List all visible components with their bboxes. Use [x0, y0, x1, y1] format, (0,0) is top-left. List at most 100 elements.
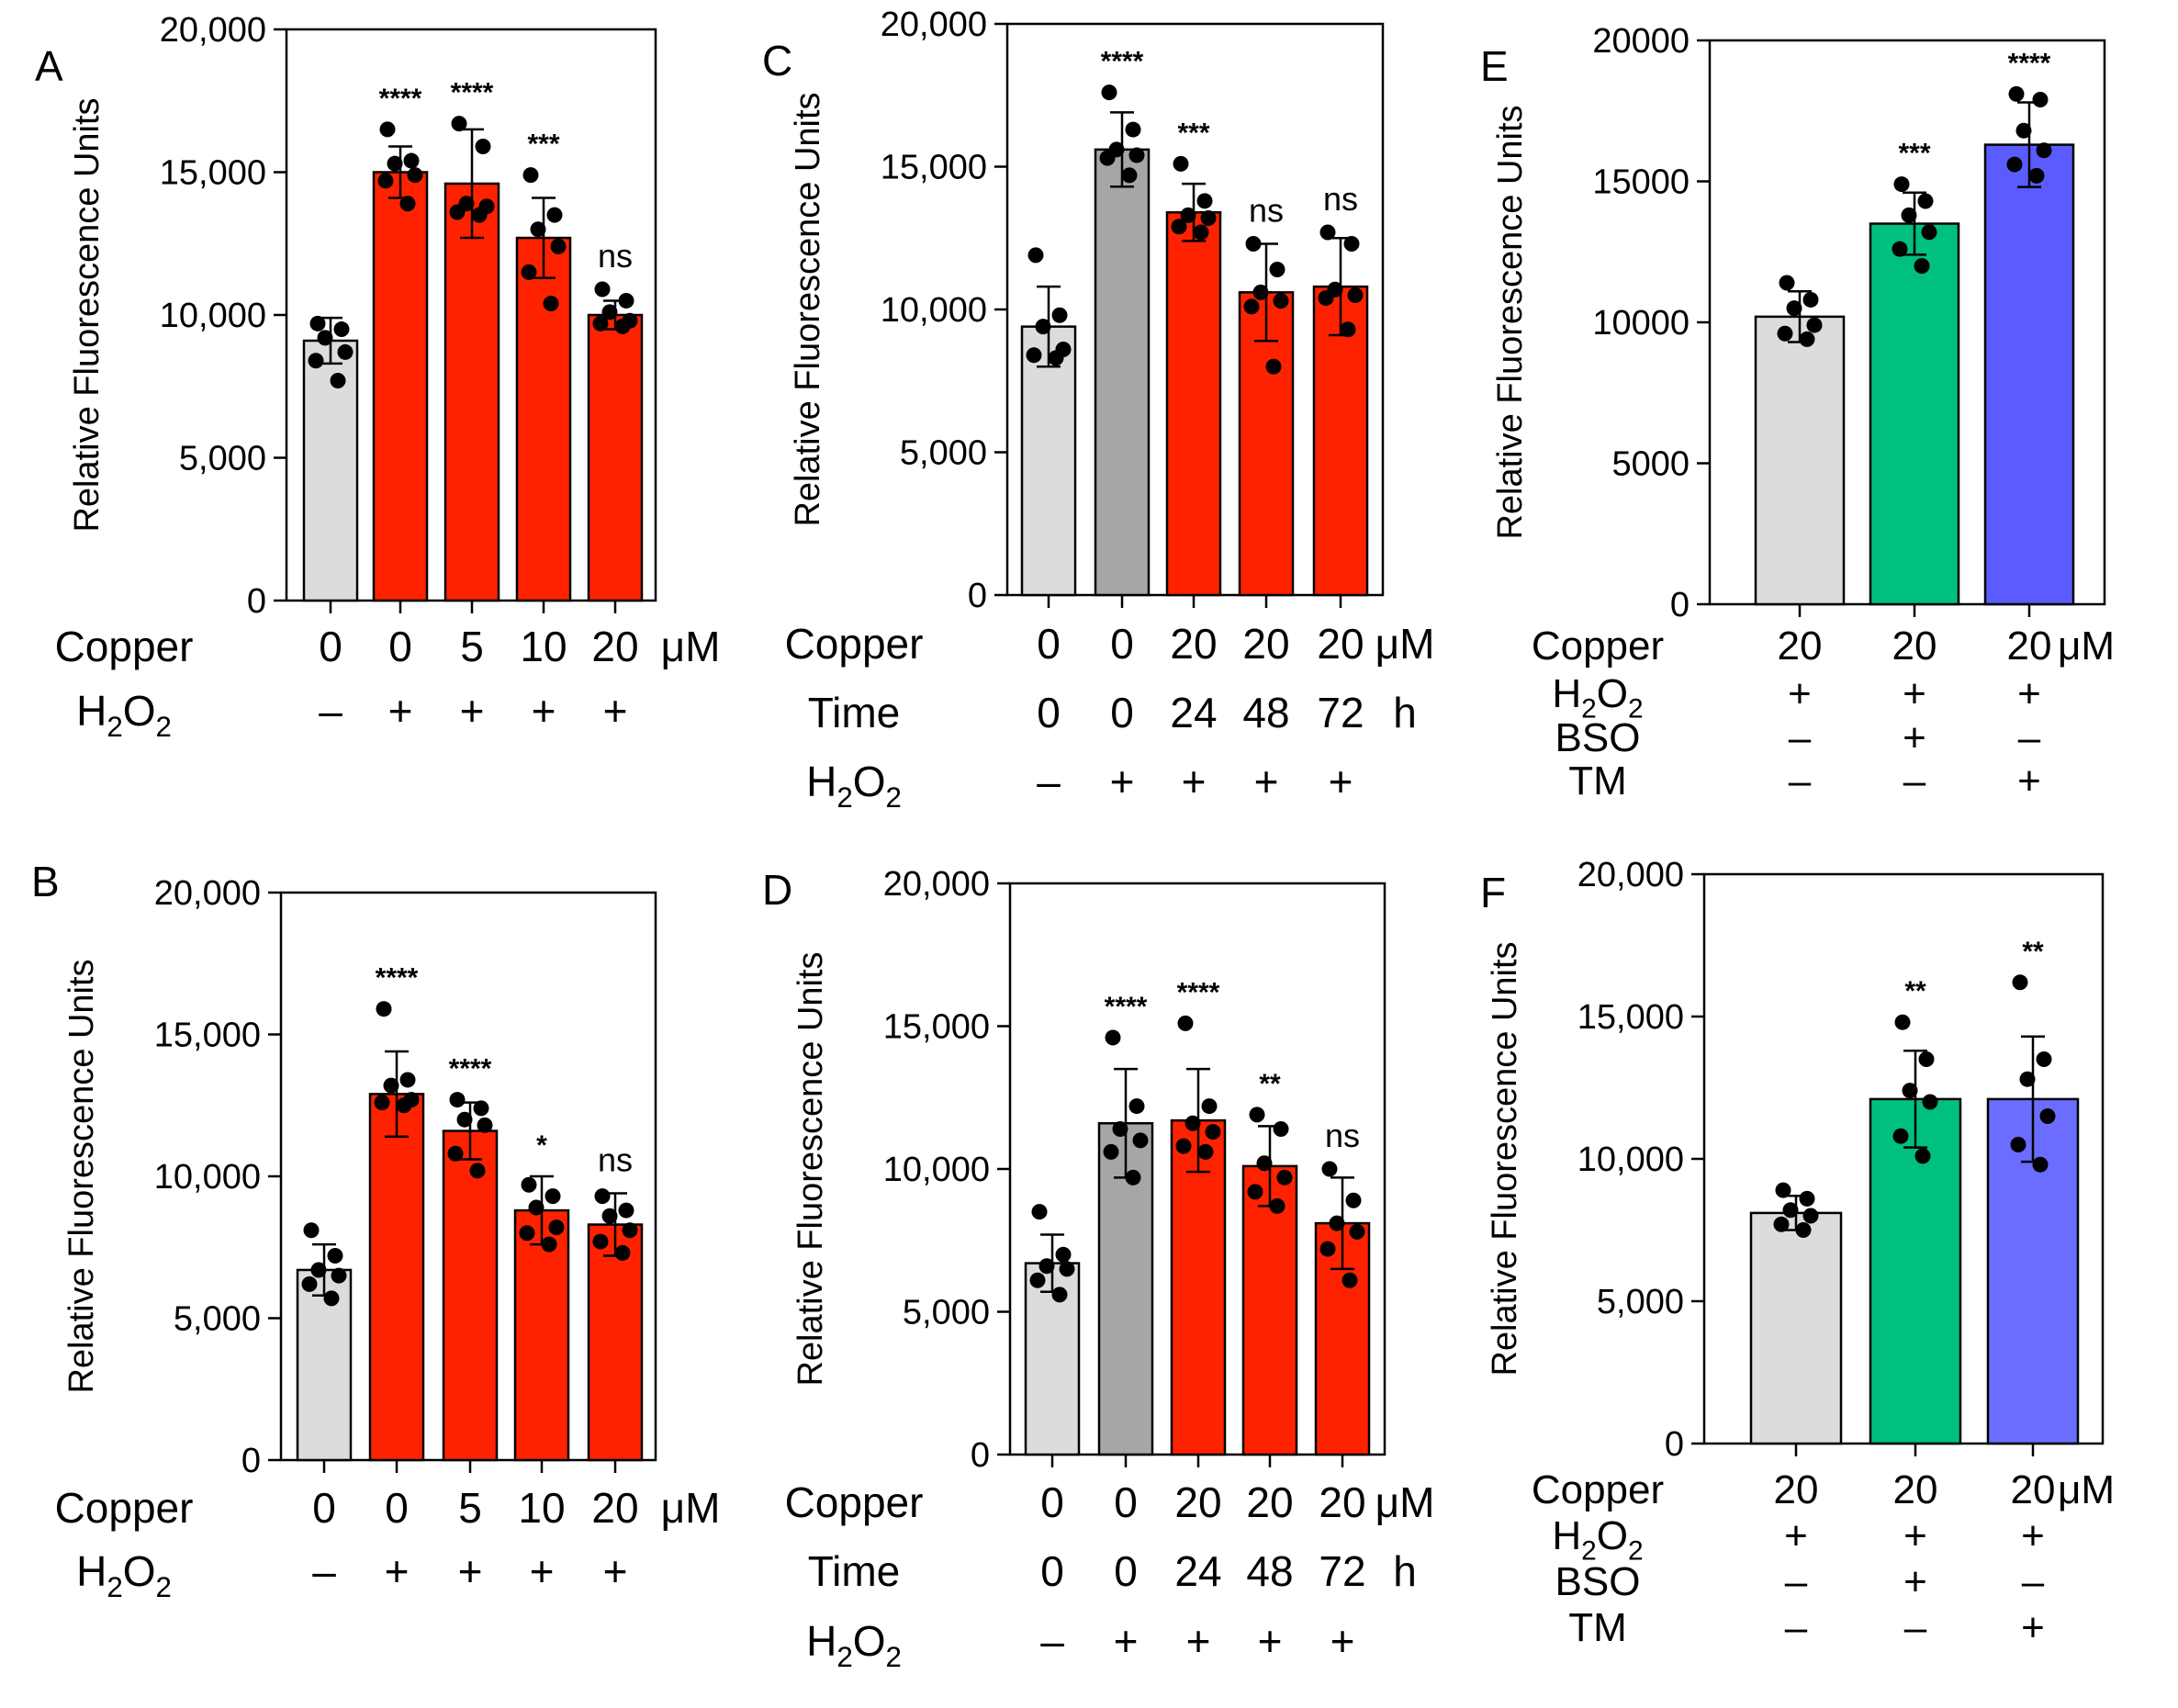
y-tick-label: 15,000: [160, 154, 266, 193]
data-point: [1029, 1272, 1046, 1288]
condition-label-copper: Copper: [785, 620, 924, 668]
data-point: [1342, 1272, 1358, 1288]
condition-value: 24: [1170, 689, 1217, 736]
data-point: [1902, 1083, 1918, 1099]
h2o2-part: O: [123, 687, 156, 735]
condition-value: +: [1186, 1617, 1211, 1665]
y-axis-label: Relative Fluorescence Units: [789, 92, 827, 526]
data-point: [377, 173, 394, 189]
h2o2-part: 2: [107, 1571, 122, 1603]
condition-value: 48: [1246, 1547, 1293, 1595]
data-point: [592, 1233, 609, 1250]
h2o2-part: O: [1597, 1513, 1628, 1558]
data-point: [1252, 284, 1269, 300]
data-point: [374, 1095, 390, 1111]
data-point: [1038, 1258, 1055, 1275]
condition-unit: μM: [661, 1484, 721, 1532]
data-point: [449, 1092, 466, 1108]
condition-unit: μM: [661, 623, 721, 670]
bar-c-2: [1094, 148, 1151, 597]
data-point: [601, 1208, 618, 1224]
condition-value: 20: [1317, 620, 1364, 668]
data-point: [1243, 298, 1260, 315]
data-point: [2028, 167, 2045, 184]
condition-label-copper: Copper: [55, 623, 194, 670]
condition-value: 20: [1893, 1467, 1938, 1512]
bar-b-2: [368, 1093, 425, 1462]
data-point: [2032, 1156, 2049, 1173]
data-point: [1276, 1169, 1293, 1185]
condition-label-tm: TM: [1568, 1605, 1627, 1650]
significance-label: ****: [376, 963, 419, 994]
h2o2-part: 2: [836, 1641, 852, 1673]
significance-label: ****: [2008, 48, 2051, 78]
significance-label: ns: [598, 237, 633, 275]
y-tick-label: 5,000: [903, 1294, 990, 1332]
condition-value: 0: [388, 623, 412, 670]
data-point: [1894, 1014, 1911, 1030]
y-tick-label: 15000: [1592, 163, 1690, 202]
condition-value: +: [1903, 715, 1926, 760]
y-tick-label: 5,000: [900, 434, 987, 473]
condition-value: +: [2017, 758, 2041, 803]
condition-label-copper: Copper: [785, 1478, 924, 1526]
condition-label-copper: Copper: [1532, 624, 1664, 669]
panel-letter-c: C: [762, 37, 792, 84]
condition-value: +: [2017, 671, 2041, 716]
data-point: [1101, 84, 1117, 101]
data-point: [1193, 224, 1209, 241]
data-point: [473, 1100, 489, 1117]
data-point: [1345, 1192, 1362, 1208]
panel-f: F 0 5,000 10,000 15,000 20,000 Relative Fluore…: [1480, 856, 2115, 1650]
condition-value: –: [2022, 1559, 2045, 1604]
h2o2-part: H: [1552, 1513, 1581, 1558]
condition-value: –: [1037, 758, 1061, 805]
h2o2-part: H: [806, 758, 836, 805]
condition-value: 24: [1174, 1547, 1221, 1595]
significance-label: ****: [451, 78, 494, 108]
condition-value: +: [388, 687, 413, 735]
significance-label: ****: [1101, 47, 1144, 77]
data-point: [622, 1222, 638, 1239]
h2o2-part: O: [853, 1617, 886, 1665]
data-point: [544, 1188, 561, 1205]
condition-value: 20: [1170, 620, 1217, 668]
data-point: [327, 1248, 343, 1264]
data-point: [475, 139, 491, 155]
data-point: [451, 116, 467, 132]
data-point: [1329, 1215, 1345, 1231]
data-point: [1103, 1143, 1119, 1160]
y-tick-label: 0: [1665, 1425, 1684, 1464]
data-point: [1121, 167, 1138, 184]
significance-label: ****: [379, 84, 422, 114]
significance-label: *: [536, 1130, 547, 1161]
condition-value: 72: [1317, 689, 1364, 736]
condition-value: 20: [1778, 624, 1823, 669]
panel-letter-b: B: [31, 858, 60, 905]
data-point: [1921, 224, 1937, 241]
y-tick-label: 5000: [1611, 445, 1690, 484]
condition-value: 0: [1037, 620, 1061, 668]
data-point: [407, 167, 423, 184]
condition-label-tm: TM: [1568, 758, 1627, 803]
h2o2-part: 2: [1581, 1535, 1597, 1566]
condition-value: +: [385, 1547, 410, 1595]
data-point: [530, 221, 546, 238]
panel-c: C 0 5,000 10,000 15,000 20,000 Relative Fluore…: [762, 6, 1434, 814]
condition-value: –: [312, 1547, 336, 1595]
bar-f-2: [1869, 1097, 1962, 1445]
condition-unit: μM: [2058, 1467, 2115, 1512]
significance-label: ns: [1325, 1117, 1360, 1154]
condition-value: 20: [591, 623, 638, 670]
data-point: [447, 1145, 464, 1162]
data-point: [1112, 1120, 1128, 1137]
condition-unit: μM: [1375, 1478, 1435, 1526]
condition-value: 5: [458, 1484, 482, 1532]
data-point: [1775, 1182, 1791, 1198]
y-tick-label: 10,000: [154, 1158, 261, 1197]
bar-c-3: [1165, 211, 1222, 597]
y-tick-label: 20000: [1592, 22, 1690, 61]
h2o2-part: H: [806, 1617, 836, 1665]
bar-e-1: [1754, 315, 1846, 606]
panel-letter-d: D: [762, 866, 792, 914]
